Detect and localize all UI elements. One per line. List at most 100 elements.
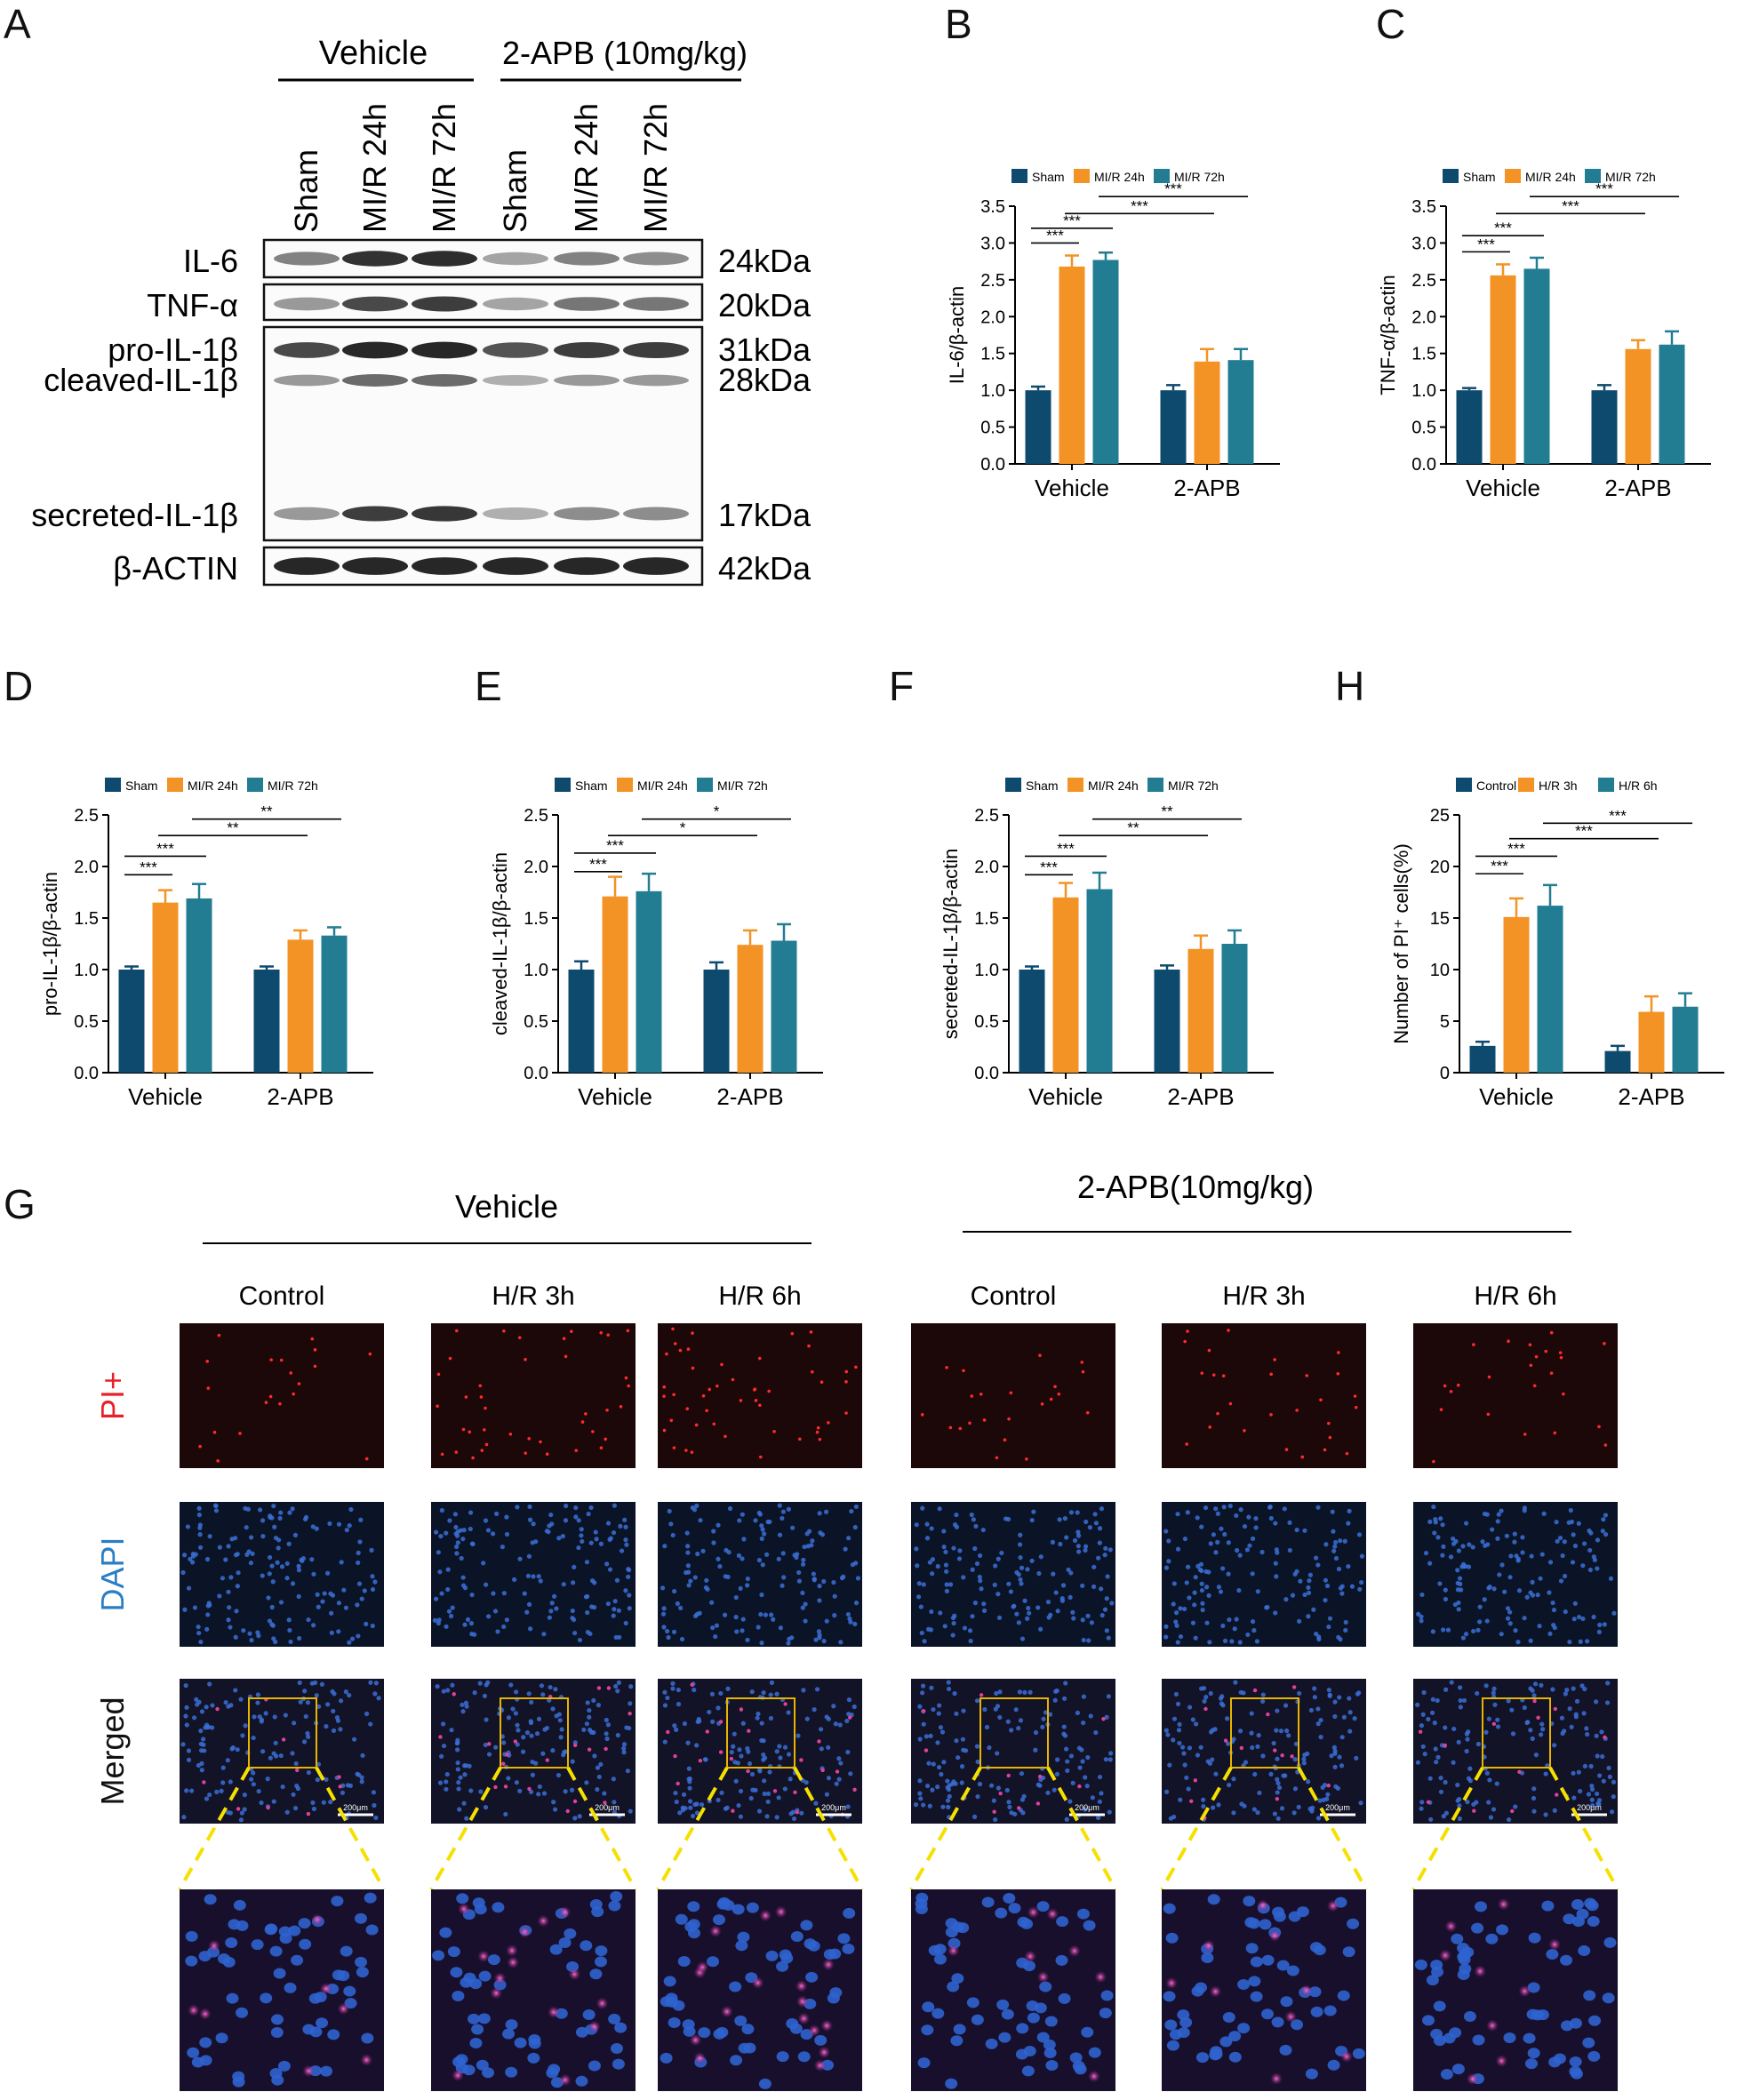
- merged-dot: [1007, 1804, 1012, 1810]
- zoom-nucleus: [1523, 2032, 1536, 2044]
- merged-dot: [681, 1792, 687, 1797]
- dapi-dot: [679, 1636, 685, 1642]
- merged-dot: [935, 1740, 940, 1745]
- dapi-dot: [678, 1605, 684, 1611]
- dapi-dot: [1195, 1515, 1200, 1521]
- dapi-dot: [1595, 1566, 1600, 1571]
- legend-swatch: [1005, 778, 1021, 792]
- dapi-dot: [1163, 1624, 1169, 1629]
- category-label: 2-APB: [1167, 1083, 1234, 1110]
- dapi-dot: [616, 1608, 621, 1613]
- merged-dot: [1604, 1700, 1611, 1705]
- merged-dot: [1163, 1789, 1170, 1794]
- zoom-nucleus: [476, 2059, 489, 2071]
- merged-dot: [306, 1734, 311, 1740]
- dapi-dot: [710, 1625, 716, 1631]
- zoom-nucleus: [1055, 1954, 1068, 1966]
- zoom-nucleus: [1414, 1959, 1427, 1970]
- merged-dot: [477, 1681, 483, 1686]
- merged-dot: [1275, 1816, 1281, 1821]
- dapi-dot: [204, 1626, 210, 1632]
- merged-dot: [1487, 1777, 1492, 1783]
- merged-image: [911, 1679, 1115, 1824]
- legend-swatch: [1456, 778, 1472, 792]
- dapi-dot: [347, 1522, 352, 1529]
- merged-dot: [736, 1802, 741, 1809]
- pi-dot: [1603, 1443, 1608, 1447]
- zoom-nucleus: [1451, 1933, 1464, 1944]
- zoom-pi-cell: [537, 1914, 550, 1928]
- scale-label: 200μm: [1325, 1803, 1350, 1812]
- merged-dot: [483, 1805, 489, 1810]
- dapi-dot: [180, 1569, 186, 1576]
- roi-box: [979, 1697, 1049, 1769]
- merged-dot: [1426, 1716, 1431, 1722]
- dapi-dot: [460, 1537, 466, 1542]
- merged-dot: [931, 1761, 936, 1767]
- dapi-dot: [1306, 1590, 1312, 1595]
- dapi-dot: [957, 1548, 963, 1553]
- pi-dot: [690, 1450, 694, 1454]
- merged-dot: [692, 1801, 698, 1808]
- dapi-dot: [571, 1580, 576, 1585]
- zoom-nucleus: [814, 2034, 828, 2046]
- merged-dot: [364, 1711, 370, 1717]
- merged-dot: [278, 1753, 284, 1759]
- zoom-nucleus: [1261, 2008, 1275, 2020]
- zoom-nucleus: [735, 1940, 748, 1952]
- zoom-nucleus: [1003, 1893, 1016, 1904]
- merged-dot: [1018, 1718, 1024, 1723]
- merged-dot: [971, 1814, 978, 1819]
- dapi-dot: [944, 1588, 949, 1593]
- merged-dot: [918, 1796, 923, 1801]
- dapi-dot: [1053, 1590, 1059, 1595]
- zoom-nucleus: [1342, 1946, 1355, 1958]
- merged-dot: [1198, 1745, 1203, 1750]
- pi-dot: [574, 1449, 579, 1452]
- merged-dot: [788, 1777, 793, 1782]
- merged-dot: [587, 1714, 592, 1720]
- merged-dot: [961, 1747, 966, 1753]
- dapi-dot: [356, 1633, 361, 1639]
- merged-dot: [595, 1765, 601, 1770]
- zoom-nucleus: [356, 1967, 369, 1978]
- merged-dot: [1528, 1728, 1533, 1733]
- zoom-nucleus: [589, 1898, 603, 1910]
- merged-dot: [188, 1788, 195, 1793]
- merged-dot: [1435, 1754, 1441, 1760]
- dapi-image: [180, 1502, 384, 1647]
- dapi-dot: [1438, 1516, 1443, 1521]
- dapi-dot: [336, 1629, 341, 1634]
- merged-dot: [1315, 1816, 1322, 1821]
- dapi-dot: [714, 1623, 720, 1628]
- dapi-dot: [1237, 1640, 1243, 1645]
- dapi-dot: [1499, 1632, 1504, 1637]
- dapi-dot: [1097, 1526, 1103, 1531]
- merged-dot: [1075, 1710, 1081, 1715]
- row-label: DAPI: [94, 1537, 131, 1611]
- merged-pi-dot: [1077, 1784, 1082, 1789]
- dapi-dot: [306, 1617, 311, 1623]
- zoom-pi-cell: [1036, 1970, 1050, 1984]
- dapi-dot: [1324, 1583, 1331, 1589]
- merged-pi-dot: [215, 1706, 220, 1712]
- merged-dot: [572, 1816, 578, 1821]
- pi-dot: [1558, 1351, 1563, 1354]
- zoom-nucleus: [456, 1893, 469, 1904]
- blot-band: [483, 374, 548, 387]
- dapi-dot: [1560, 1553, 1565, 1559]
- zoom-nucleus: [1027, 2012, 1040, 2024]
- merged-dot: [273, 1740, 278, 1745]
- merged-dot: [271, 1799, 276, 1804]
- merged-dot: [1084, 1784, 1090, 1789]
- dapi-dot: [356, 1581, 363, 1586]
- zoom-nucleus: [232, 2076, 245, 2088]
- dapi-dot: [852, 1621, 858, 1627]
- merged-dot: [291, 1792, 296, 1797]
- pi-dot: [454, 1450, 459, 1454]
- merged-dot: [716, 1705, 721, 1711]
- dapi-dot: [995, 1556, 1001, 1561]
- merged-dot: [960, 1737, 965, 1742]
- dapi-dot: [716, 1556, 721, 1561]
- zoom-nucleus: [1553, 2053, 1566, 2064]
